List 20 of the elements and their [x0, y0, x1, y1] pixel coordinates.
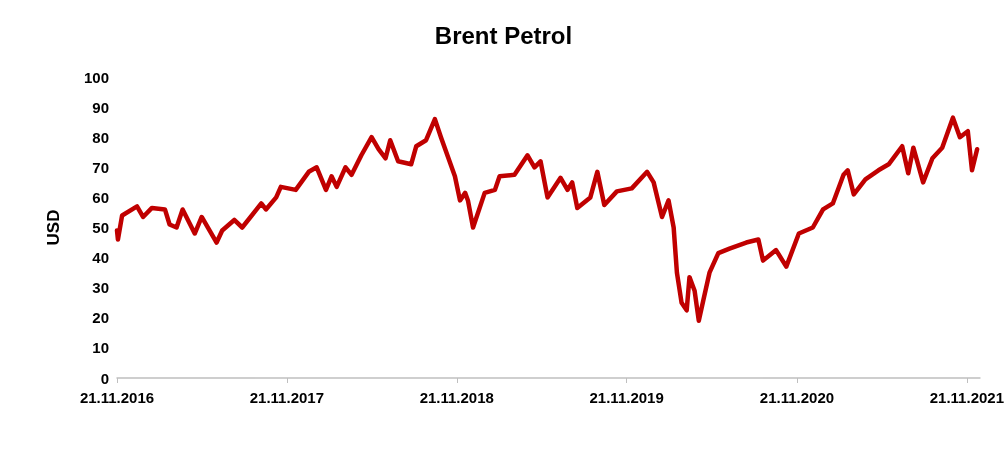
x-tick-label: 21.11.2016 [79, 389, 155, 406]
y-tick-label: 0 [100, 369, 109, 387]
x-tick-label: 21.11.2017 [249, 389, 325, 406]
y-tick-label: 30 [92, 279, 109, 297]
y-tick-label: 60 [92, 188, 109, 206]
y-tick-label: 10 [92, 339, 109, 357]
x-tick-label: 21.11.2021 [929, 389, 1004, 406]
x-tick-label: 21.11.2020 [759, 389, 835, 406]
y-tick-label: 100 [83, 68, 109, 86]
y-tick-label: 90 [92, 98, 109, 116]
x-tick-label: 21.11.2019 [589, 389, 664, 406]
y-tick-label: 20 [92, 309, 109, 327]
y-tick-label: 50 [92, 219, 109, 236]
chart-title: Brent Petrol [434, 21, 573, 49]
y-tick-label: 40 [92, 249, 109, 267]
x-tick-label: 21.11.2018 [419, 389, 494, 406]
y-tick-label: 80 [92, 128, 109, 146]
y-tick-label: 70 [92, 158, 109, 176]
line-series [114, 115, 980, 324]
y-axis-title: USD [44, 209, 63, 246]
